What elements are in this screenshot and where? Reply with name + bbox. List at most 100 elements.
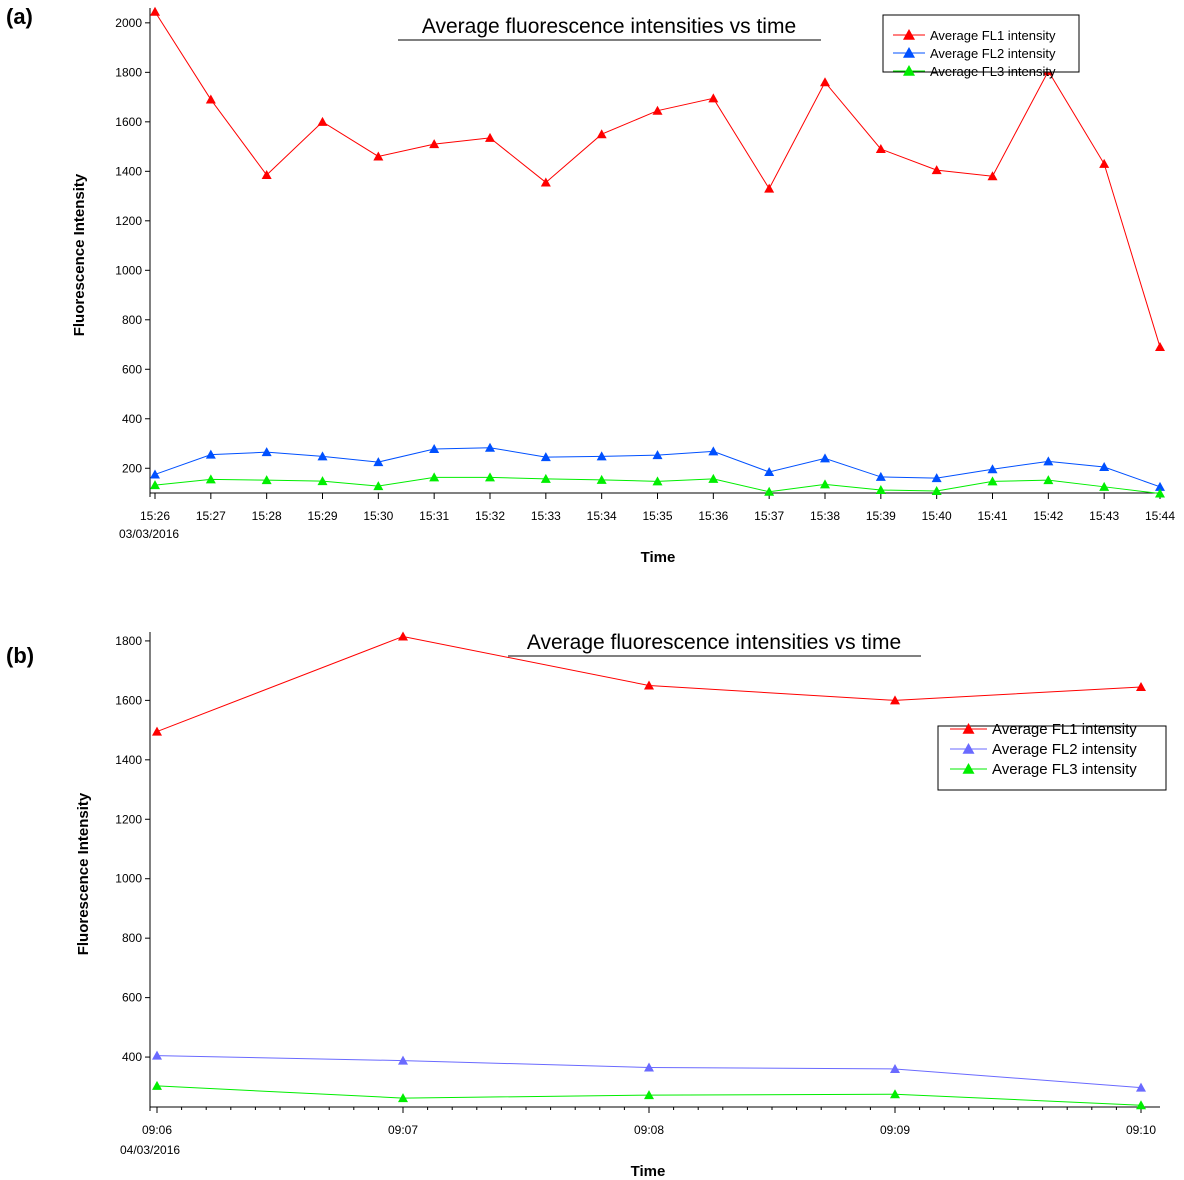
data-point-fl2 [373,457,384,467]
data-point-fl1 [1136,681,1146,691]
data-point-fl3 [764,486,775,496]
y-tick-label: 1800 [115,634,142,648]
panel-label-b: (b) [6,643,34,668]
x-tick-label: 15:39 [866,509,896,523]
x-tick-label: 15:30 [363,509,393,523]
legend-marker [962,743,975,754]
data-point-fl1 [644,680,654,690]
x-axis-title-a: Time [641,549,676,566]
data-point-fl1 [485,132,495,142]
data-point-fl2 [1099,462,1110,472]
x-tick-label: 15:34 [587,509,617,523]
data-point-fl2 [1043,456,1054,466]
y-tick-label: 1200 [115,812,142,826]
data-point-fl3 [261,475,272,485]
x-tick-label: 09:08 [634,1123,664,1137]
data-point-fl1 [317,116,328,126]
legend-a: Average FL1 intensity Average FL2 intensi… [882,14,1080,79]
y-tick-label: 400 [122,1050,142,1064]
data-point-fl2 [596,451,607,461]
data-point-fl2 [987,464,998,474]
data-point-fl3 [820,479,830,489]
x-tick-label: 15:35 [642,509,672,523]
data-point-fl3 [429,472,440,482]
x-tick-label: 09:10 [1126,1123,1156,1137]
chart-b: (b) Average fluorescence intensities vs … [6,631,1167,1180]
series-layer-a [150,6,1165,498]
chart-a: (a) Average fluorescence intensities vs … [6,4,1175,566]
data-point-fl1 [373,151,384,161]
data-point-fl3 [644,1090,654,1100]
data-point-fl3 [152,1080,162,1090]
data-point-fl1 [931,165,942,175]
x-tick-label: 15:31 [419,509,449,523]
date-label-b: 04/03/2016 [120,1143,180,1157]
data-point-fl1 [987,171,998,181]
y-tick-label: 1600 [115,115,142,129]
x-tick-label: 15:29 [307,509,337,523]
y-tick-label: 1600 [115,693,142,707]
legend-label: Average FL2 intensity [930,46,1056,61]
data-point-fl1 [820,77,830,87]
data-point-fl2 [890,1063,900,1073]
legend-b: Average FL1 intensity Average FL2 intensi… [937,721,1167,791]
data-point-fl2 [764,466,775,476]
data-point-fl1 [429,139,440,149]
data-point-fl2 [1136,1082,1146,1092]
data-point-fl2 [1155,481,1165,491]
data-point-fl1 [1155,342,1165,352]
data-point-fl2 [261,447,272,457]
data-point-fl3 [150,480,160,490]
x-tick-label: 09:07 [388,1123,418,1137]
chart-title-a: Average fluorescence intensities vs time [422,15,796,38]
data-point-fl1 [708,93,719,103]
data-point-fl2 [398,1055,408,1065]
x-tick-label: 15:28 [252,509,282,523]
data-point-fl3 [931,486,942,496]
legend-label: Average FL2 intensity [992,741,1137,758]
x-tick-label: 15:37 [754,509,784,523]
legend-marker [903,29,915,40]
legend-label: Average FL3 intensity [930,64,1056,79]
data-point-fl3 [540,473,551,483]
y-tick-label: 1000 [115,263,142,277]
x-tick-label: 15:27 [196,509,226,523]
data-point-fl2 [429,443,440,453]
chart-title-b: Average fluorescence intensities vs time [527,631,901,654]
y-tick-label: 600 [122,991,142,1005]
legend-box [882,14,1080,73]
y-tick-label: 800 [122,313,142,327]
data-point-fl3 [485,472,495,482]
data-point-fl2 [652,450,663,460]
data-point-fl2 [820,453,830,463]
legend-box [937,725,1167,791]
data-point-fl1 [1099,158,1110,168]
axes-a: 200 400 600 800 1000 1200 1400 1600 1800 2000 15:2… [115,8,1175,523]
y-axis-title-b: Fluorescence Intensity [75,792,92,955]
y-tick-label: 600 [122,362,142,376]
data-point-fl3 [596,474,607,484]
data-point-fl3 [398,1093,408,1103]
legend-label: Average FL1 intensity [992,721,1137,738]
data-point-fl1 [540,177,551,187]
data-point-fl2 [205,449,216,459]
data-point-fl1 [764,183,775,193]
data-point-fl2 [644,1062,654,1072]
data-point-fl3 [708,473,719,483]
data-point-fl2 [931,473,942,483]
x-tick-label: 15:36 [698,509,728,523]
data-point-fl2 [317,451,328,461]
y-axis-title-a: Fluorescence Intensity [71,173,88,336]
data-point-fl3 [1136,1100,1146,1110]
legend-marker [903,47,915,58]
data-point-fl3 [1099,481,1110,491]
panel-label-a: (a) [6,4,33,29]
data-point-fl1 [890,695,900,705]
axes-b: 400 600 800 1000 1200 1400 1600 1800 09:06 09:07 0… [115,632,1160,1137]
legend-label: Average FL3 intensity [992,761,1137,778]
legend-label: Average FL1 intensity [930,28,1056,43]
data-point-fl2 [485,442,495,452]
y-tick-label: 1200 [115,214,142,228]
data-point-fl3 [317,476,328,486]
